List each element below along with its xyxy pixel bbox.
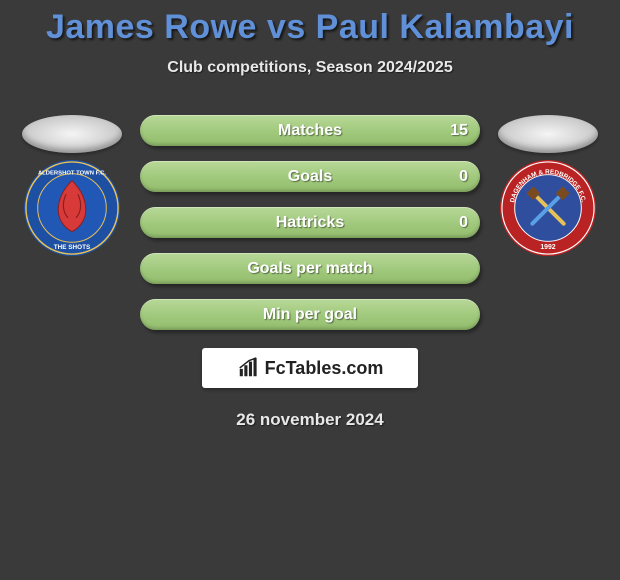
right-player-column: DAGENHAM & REDBRIDGE F.C. 1992 xyxy=(498,115,598,257)
stat-label: Goals xyxy=(288,168,332,186)
right-avatar-placeholder xyxy=(498,115,598,153)
bar-chart-icon xyxy=(237,357,259,379)
stat-label: Goals per match xyxy=(247,260,372,278)
svg-text:ALDERSHOT TOWN F.C.: ALDERSHOT TOWN F.C. xyxy=(38,171,106,177)
left-avatar-placeholder xyxy=(22,115,122,153)
dagenham-logo-icon: DAGENHAM & REDBRIDGE F.C. 1992 xyxy=(499,159,597,257)
comparison-layout: ALDERSHOT TOWN F.C. THE SHOTS Matches 15… xyxy=(0,115,620,330)
stat-row-min-per-goal: Min per goal xyxy=(140,299,480,330)
page-title: James Rowe vs Paul Kalambayi xyxy=(0,0,620,47)
branding-badge: FcTables.com xyxy=(202,348,418,388)
stat-right-value: 0 xyxy=(459,168,468,186)
snapshot-date: 26 november 2024 xyxy=(0,410,620,430)
branding-text: FcTables.com xyxy=(265,358,384,379)
stat-label: Hattricks xyxy=(276,214,344,232)
season-subtitle: Club competitions, Season 2024/2025 xyxy=(0,59,620,77)
stat-right-value: 0 xyxy=(459,214,468,232)
stat-row-goals: Goals 0 xyxy=(140,161,480,192)
stat-row-goals-per-match: Goals per match xyxy=(140,253,480,284)
left-player-column: ALDERSHOT TOWN F.C. THE SHOTS xyxy=(22,115,122,257)
svg-text:THE SHOTS: THE SHOTS xyxy=(54,244,90,251)
right-club-logo: DAGENHAM & REDBRIDGE F.C. 1992 xyxy=(499,159,597,257)
left-club-logo: ALDERSHOT TOWN F.C. THE SHOTS xyxy=(23,159,121,257)
aldershot-logo-icon: ALDERSHOT TOWN F.C. THE SHOTS xyxy=(23,159,121,257)
stat-row-matches: Matches 15 xyxy=(140,115,480,146)
stat-right-value: 15 xyxy=(450,122,468,140)
stat-label: Matches xyxy=(278,122,342,140)
stat-rows: Matches 15 Goals 0 Hattricks 0 Goals per… xyxy=(140,115,480,330)
stat-label: Min per goal xyxy=(263,306,357,324)
svg-text:1992: 1992 xyxy=(540,244,555,251)
stat-row-hattricks: Hattricks 0 xyxy=(140,207,480,238)
